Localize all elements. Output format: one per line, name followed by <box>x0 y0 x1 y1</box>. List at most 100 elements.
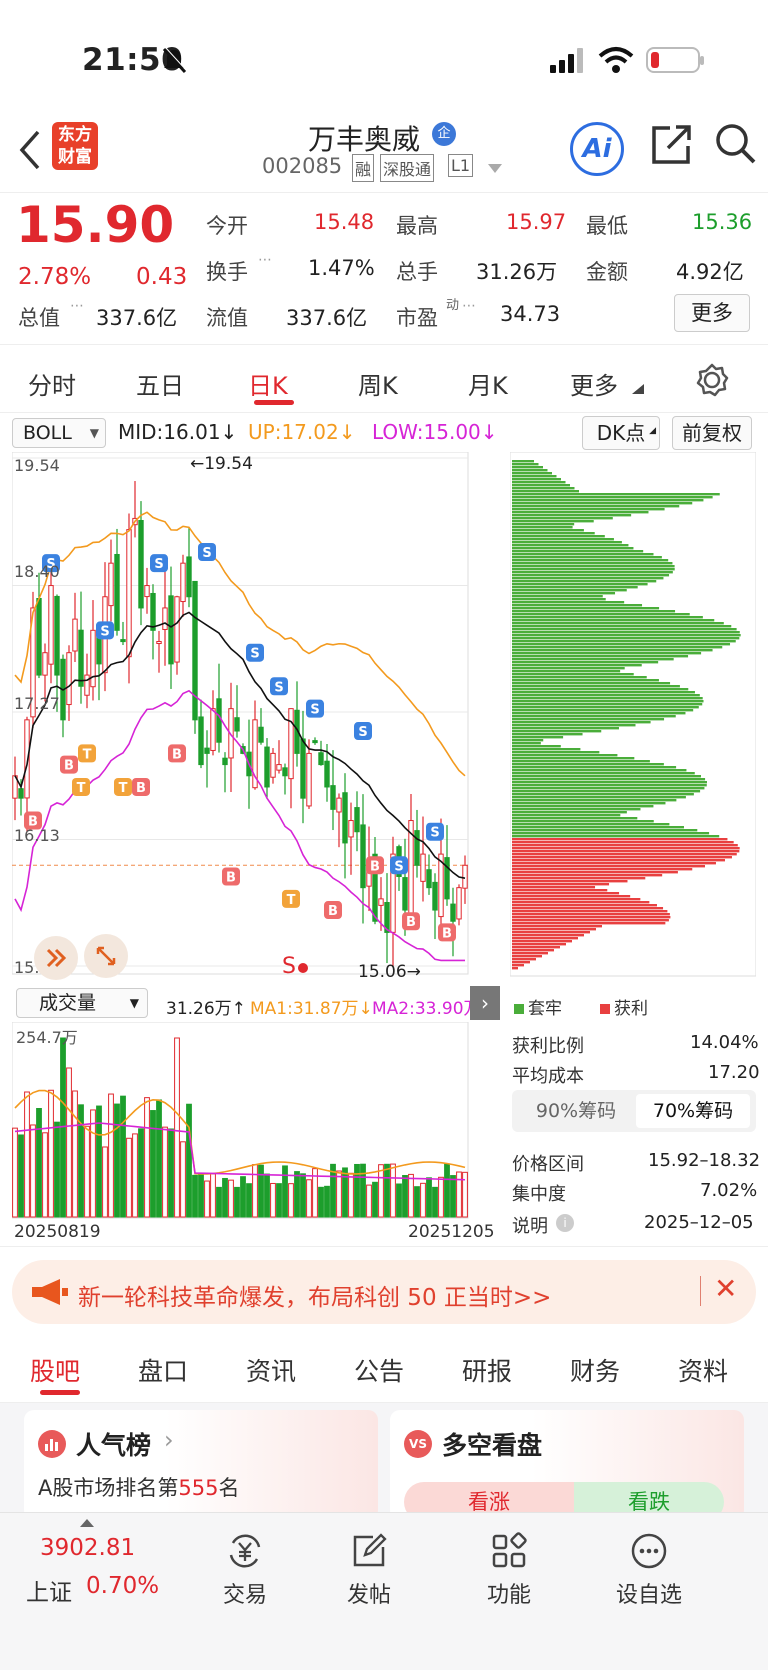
tab-finance[interactable]: 财务 <box>570 1357 621 1386</box>
share-icon[interactable] <box>650 122 694 166</box>
pe-value: 34.73 <box>500 302 561 326</box>
tab-daily[interactable]: 日K <box>248 372 288 400</box>
candle-body <box>54 595 60 676</box>
trade-marker-label: T <box>77 781 86 796</box>
resize-icon <box>96 946 116 966</box>
tab-research[interactable]: 研报 <box>462 1357 513 1386</box>
info-icon[interactable]: i <box>556 1214 574 1232</box>
volume-bar <box>372 1181 378 1218</box>
tab-orderbook[interactable]: 盘口 <box>138 1357 189 1386</box>
app-logo[interactable]: 东方 财富 <box>52 122 98 170</box>
nav-functions-label: 功能 <box>486 1583 531 1608</box>
price-axis-label: 16.13 <box>14 826 60 845</box>
chip-bar <box>512 733 583 736</box>
tab-news[interactable]: 资讯 <box>246 1357 297 1386</box>
expand-arrows-button[interactable] <box>34 936 78 980</box>
info-dots-icon[interactable]: ⋯ <box>258 252 272 268</box>
turnover-label: 换手 <box>206 260 248 284</box>
index-name[interactable]: 上证 <box>26 1580 72 1606</box>
volume-bar <box>246 1183 252 1218</box>
volume-chart[interactable] <box>12 1022 500 1220</box>
tab-more[interactable]: 更多 <box>570 372 618 400</box>
chip-bar <box>512 595 603 598</box>
candle-body <box>210 708 216 751</box>
nav-trade[interactable]: 交易 <box>190 1523 300 1609</box>
date-end: 20251205 <box>408 1222 495 1242</box>
chip-bar <box>512 946 560 949</box>
info-dots-icon[interactable]: ⋯ <box>70 298 84 314</box>
chip-bar <box>512 814 621 817</box>
edit-icon <box>353 1533 387 1567</box>
candle-body <box>420 853 426 882</box>
clock: 21:50 <box>82 42 184 78</box>
chip-bar <box>512 649 713 652</box>
candle-body <box>330 785 336 810</box>
trade-marker <box>198 542 216 561</box>
tab-90-chips[interactable]: 90%筹码 <box>535 1100 617 1122</box>
tag-level: L1 <box>448 154 474 177</box>
chip-bar <box>512 907 664 910</box>
volume-bar <box>72 1090 78 1218</box>
tab-intraday[interactable]: 分时 <box>28 372 76 400</box>
more-button[interactable]: 更多 <box>674 294 750 332</box>
pe-label: 市盈 <box>396 306 438 330</box>
chip-bar <box>512 919 669 922</box>
chevron-down-icon: ▼ <box>89 426 99 440</box>
chip-bar <box>512 691 695 694</box>
index-value[interactable]: 3902.81 <box>40 1535 136 1561</box>
grid-icon <box>492 1532 527 1568</box>
popularity-card[interactable]: 人气榜 › A股市场排名第555名 <box>24 1410 378 1520</box>
info-dots-icon[interactable]: ⋯ <box>462 298 476 314</box>
popularity-rank: A股市场排名第555名 <box>38 1472 239 1502</box>
nav-post[interactable]: 发帖 <box>314 1523 424 1609</box>
fullscreen-button[interactable] <box>84 934 128 978</box>
chip-bar <box>512 961 530 964</box>
volume-indicator-select[interactable]: 成交量 ▼ <box>16 988 148 1018</box>
chip-distribution-chart[interactable] <box>510 452 756 980</box>
chip-bar <box>512 739 544 742</box>
candle-body <box>336 797 342 813</box>
back-icon[interactable] <box>18 130 42 170</box>
tab-five-day[interactable]: 五日 <box>136 372 184 400</box>
high-value: 15.97 <box>506 210 567 234</box>
stock-header: 东方 财富 万丰奥威 企 002085 融 深股通 L1 Ai <box>0 108 768 192</box>
trade-marker <box>114 777 132 796</box>
tab-70-chips[interactable]: 70%筹码 <box>636 1094 750 1128</box>
candle-body <box>276 764 282 771</box>
nav-add-watchlist[interactable]: 设自选 <box>594 1523 704 1609</box>
chip-bar <box>512 643 731 646</box>
volume-bar <box>126 1137 132 1218</box>
volume-bar <box>252 1164 258 1218</box>
close-icon[interactable]: ✕ <box>714 1272 738 1305</box>
chevron-down-icon[interactable] <box>488 164 502 174</box>
nav-functions[interactable]: 功能 <box>454 1523 564 1609</box>
indicator-select[interactable]: BOLL ▼ <box>12 418 106 448</box>
chip-bar <box>512 742 541 745</box>
trade-marker <box>78 744 96 763</box>
volume-bar <box>348 1172 354 1218</box>
candle-body <box>186 556 192 598</box>
chip-bar <box>512 502 693 505</box>
search-icon[interactable] <box>714 122 758 166</box>
gear-icon[interactable] <box>694 362 730 398</box>
tab-monthly[interactable]: 月K <box>468 372 508 400</box>
adjust-button[interactable]: 前复权 <box>672 416 752 450</box>
expand-volume-button[interactable]: › <box>470 986 500 1020</box>
trade-marker-label: S <box>46 557 55 572</box>
tab-weekly[interactable]: 周K <box>358 372 398 400</box>
chip-bar <box>512 478 561 481</box>
volume-bar <box>120 1095 126 1218</box>
trade-marker <box>306 699 324 718</box>
float-label: 流值 <box>206 306 248 330</box>
tab-forum[interactable]: 股吧 <box>30 1357 81 1386</box>
dk-point-button[interactable]: DK点 ◢ <box>582 416 660 450</box>
ai-button[interactable]: Ai <box>570 122 624 176</box>
tab-profile[interactable]: 资料 <box>678 1357 729 1386</box>
volume-bar <box>84 1125 90 1218</box>
promo-banner[interactable]: 新一轮科技革命爆发，布局科创 50 正当时>> ✕ <box>12 1260 756 1324</box>
bull-bear-card[interactable]: VS 多空看盘 看涨 看跌 <box>390 1410 744 1522</box>
tab-notice[interactable]: 公告 <box>354 1357 405 1386</box>
index-percent[interactable]: 0.70% <box>86 1573 160 1599</box>
candle-body <box>432 881 438 911</box>
